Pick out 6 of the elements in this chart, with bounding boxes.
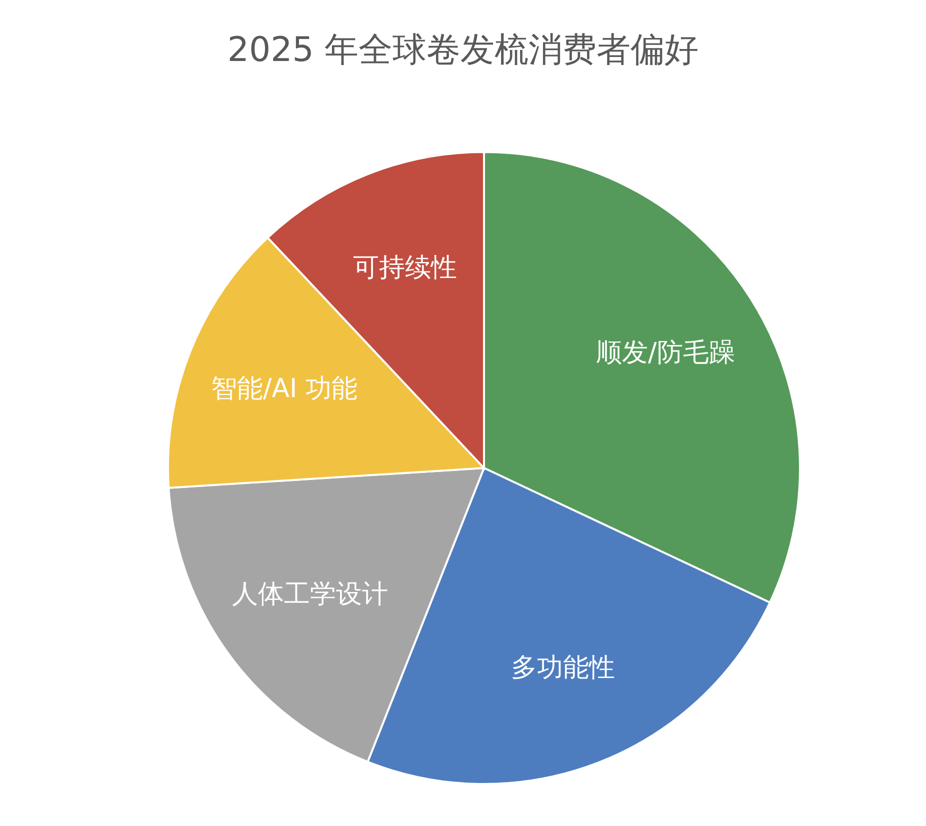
slice-label: 可持续性 xyxy=(352,253,457,284)
slice-label: 智能/AI 功能 xyxy=(210,374,358,404)
slice-label: 顺发/防毛躁 xyxy=(596,338,735,368)
slice-label: 人体工学设计 xyxy=(232,579,388,610)
slice-label: 多功能性 xyxy=(511,652,616,683)
chart-title: 2025 年全球卷发梳消费者偏好 xyxy=(226,29,700,72)
